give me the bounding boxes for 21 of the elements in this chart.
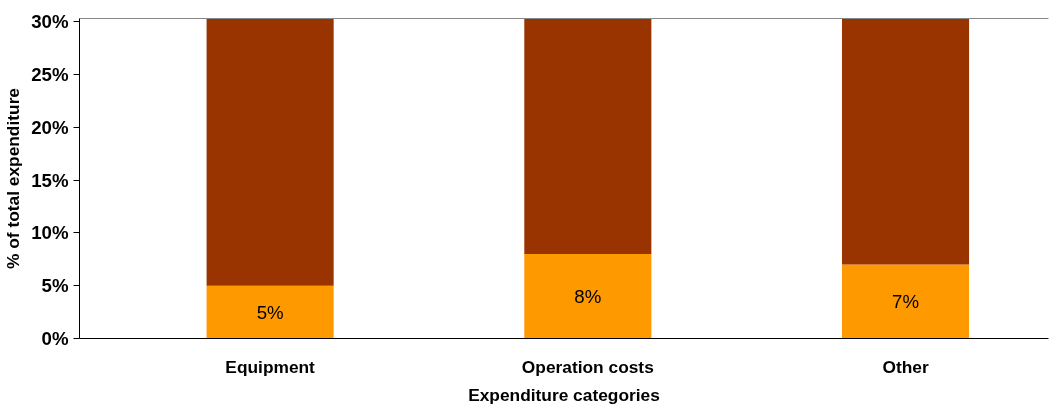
x-tick-label: Operation costs bbox=[521, 356, 654, 377]
y-tick-label: 20% bbox=[31, 116, 69, 138]
data-label: 7% bbox=[892, 291, 920, 313]
y-tick-label: 15% bbox=[31, 169, 69, 191]
y-axis-title: % of total expenditure bbox=[3, 87, 24, 269]
bar bbox=[206, 285, 334, 339]
x-tick-label: Equipment bbox=[225, 356, 316, 377]
y-tick-label: 30% bbox=[31, 11, 69, 33]
bar bbox=[206, 18, 334, 286]
x-axis-title: Expenditure categories bbox=[468, 384, 660, 405]
y-tick-label: 0% bbox=[41, 328, 69, 349]
x-tick-label: Other bbox=[882, 356, 929, 377]
y-tick-label: 10% bbox=[31, 222, 69, 244]
bar bbox=[841, 18, 970, 265]
y-tick-label: 25% bbox=[31, 63, 69, 85]
bar bbox=[524, 254, 652, 339]
y-tick-label: 5% bbox=[41, 275, 69, 297]
bar bbox=[524, 18, 652, 255]
bar bbox=[841, 264, 970, 339]
data-label: 5% bbox=[256, 301, 284, 323]
data-label: 8% bbox=[574, 285, 602, 307]
